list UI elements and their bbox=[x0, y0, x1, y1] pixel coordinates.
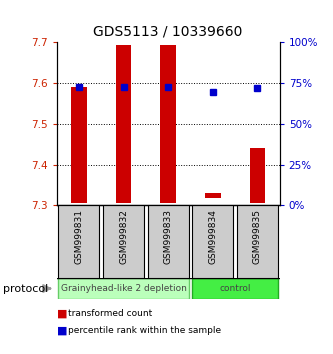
Text: GSM999832: GSM999832 bbox=[119, 209, 128, 264]
Bar bbox=[148, 205, 189, 278]
Bar bbox=[205, 193, 220, 198]
Bar bbox=[58, 205, 100, 278]
Bar bbox=[58, 278, 189, 299]
Text: GSM999833: GSM999833 bbox=[164, 209, 173, 264]
Text: GSM999834: GSM999834 bbox=[208, 209, 217, 264]
Text: Grainyhead-like 2 depletion: Grainyhead-like 2 depletion bbox=[61, 284, 186, 293]
Bar bbox=[71, 87, 87, 203]
Bar bbox=[192, 278, 278, 299]
Text: ■: ■ bbox=[57, 326, 67, 336]
Bar bbox=[237, 205, 278, 278]
Text: control: control bbox=[219, 284, 251, 293]
Bar bbox=[192, 205, 233, 278]
Text: protocol: protocol bbox=[3, 284, 49, 293]
Text: transformed count: transformed count bbox=[68, 309, 153, 318]
Bar bbox=[116, 45, 131, 203]
Text: GSM999831: GSM999831 bbox=[74, 209, 84, 264]
Bar bbox=[161, 45, 176, 203]
Bar bbox=[103, 205, 144, 278]
Text: percentile rank within the sample: percentile rank within the sample bbox=[68, 326, 221, 336]
Text: GSM999835: GSM999835 bbox=[253, 209, 262, 264]
Text: ■: ■ bbox=[57, 308, 67, 318]
Title: GDS5113 / 10339660: GDS5113 / 10339660 bbox=[94, 24, 243, 39]
Bar bbox=[250, 148, 265, 203]
